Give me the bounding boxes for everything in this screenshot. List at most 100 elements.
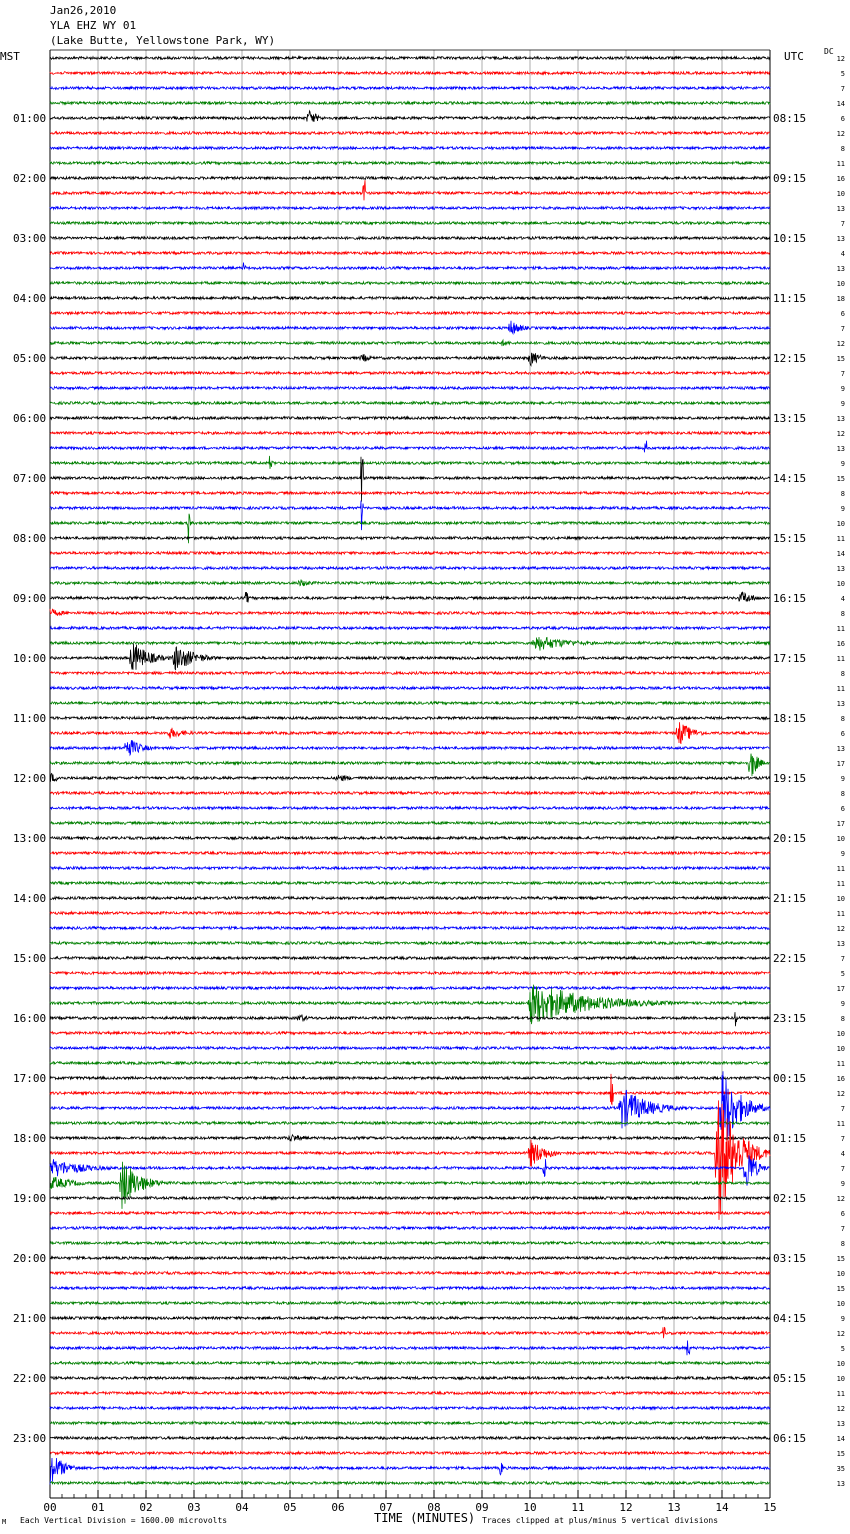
dc-offset-label: 16 <box>837 175 845 183</box>
seismic-trace <box>49 262 771 271</box>
seismic-trace <box>49 1270 771 1276</box>
dc-offset-label: 10 <box>837 1375 845 1383</box>
seismic-trace <box>49 715 771 721</box>
seismic-trace <box>49 925 771 931</box>
dc-offset-label: 8 <box>841 610 845 618</box>
right-hour-label: 05:15 <box>773 1372 806 1385</box>
right-hour-label: 10:15 <box>773 232 806 245</box>
dc-offset-label: 12 <box>837 1330 845 1338</box>
seismic-trace <box>50 1100 771 1220</box>
dc-offset-label: 12 <box>837 925 845 933</box>
left-hour-label: 14:00 <box>13 892 46 905</box>
seismic-trace <box>49 280 771 286</box>
dc-offset-label: 11 <box>837 655 845 663</box>
dc-offset-label: 11 <box>837 1060 845 1068</box>
seismic-trace <box>49 579 771 587</box>
seismic-trace <box>49 722 771 745</box>
seismic-trace <box>49 1073 771 1106</box>
dc-offset-label: 11 <box>837 625 845 633</box>
dc-offset-label: 10 <box>837 190 845 198</box>
seismic-trace <box>49 130 771 136</box>
left-hour-label: 21:00 <box>13 1312 46 1325</box>
dc-offset-label: 15 <box>837 1255 845 1263</box>
dc-offset-label: 5 <box>841 1345 845 1353</box>
seismic-trace <box>49 1300 771 1306</box>
right-hour-label: 00:15 <box>773 1072 806 1085</box>
dc-offset-label: 8 <box>841 715 845 723</box>
left-hour-label: 01:00 <box>13 112 46 125</box>
dc-offset-label: 11 <box>837 535 845 543</box>
dc-offset-label: 16 <box>837 640 845 648</box>
left-hour-label: 16:00 <box>13 1012 46 1025</box>
dc-offset-label: 11 <box>837 160 845 168</box>
x-axis: 00 01 02 03 04 05 06 07 08 09 10 11 12 13 14 15 <box>43 1490 777 1514</box>
seismic-trace <box>49 85 771 91</box>
seismic-trace <box>49 109 771 122</box>
seismic-trace <box>49 310 770 316</box>
dc-offset-label: 12 <box>837 1090 845 1098</box>
dc-offset-label: 15 <box>837 1450 845 1458</box>
hour-labels: 01:00 02:00 03:00 04:00 05:00 06:00 07:00 08:00… <box>13 112 806 1445</box>
seismic-trace <box>49 145 770 151</box>
dc-offset-label: 11 <box>837 880 845 888</box>
dc-offset-label: 11 <box>837 865 845 873</box>
dc-offset-label: 10 <box>837 580 845 588</box>
header-station: YLA EHZ WY 01 <box>50 19 137 32</box>
left-hour-label: 06:00 <box>13 412 46 425</box>
seismic-trace <box>49 1435 771 1441</box>
dc-offset-label: 7 <box>841 1165 845 1173</box>
dc-offset-label: 13 <box>837 265 845 273</box>
seismic-trace <box>49 385 771 391</box>
seismic-trace <box>49 955 771 961</box>
header-date: Jan26,2010 <box>50 4 117 17</box>
seismic-trace <box>49 338 771 347</box>
dc-offset-label: 11 <box>837 910 845 918</box>
seismic-trace <box>49 880 771 886</box>
dc-offset-label: 7 <box>841 220 845 228</box>
dc-offset-label: 12 <box>837 55 845 63</box>
dc-offset-label: 9 <box>841 505 845 513</box>
seismic-trace <box>49 1225 771 1231</box>
seismic-trace <box>49 205 771 211</box>
left-hour-label: 02:00 <box>13 172 46 185</box>
left-hour-label: 17:00 <box>13 1072 46 1085</box>
left-hour-label: 09:00 <box>13 592 46 605</box>
seismic-trace <box>49 175 771 181</box>
dc-offset-label: 14 <box>837 550 845 558</box>
seismic-trace <box>49 685 771 691</box>
x-tick-label: 03 <box>187 1501 200 1514</box>
seismic-trace <box>49 865 771 871</box>
seismic-trace <box>49 820 771 826</box>
right-hour-label: 13:15 <box>773 412 806 425</box>
dc-offset-label: 4 <box>841 250 845 258</box>
dc-offset-label: 10 <box>837 835 845 843</box>
seismic-trace <box>49 1120 771 1126</box>
seismic-trace <box>49 400 771 406</box>
dc-offset-label: 16 <box>837 1075 845 1083</box>
dc-offset-label: 11 <box>837 1120 845 1128</box>
right-hour-label: 12:15 <box>773 352 806 365</box>
seismic-trace <box>49 160 771 166</box>
dc-offset-label: 8 <box>841 145 845 153</box>
dc-offset-labels: 12 5 7 14 6 12 8 11 16 10 13 7 13 4 13 10 18 6 7 12 15 7 9 9 13 1… <box>837 55 845 1488</box>
dc-offset-label: 6 <box>841 115 845 123</box>
dc-offset-label: 10 <box>837 1360 845 1368</box>
dc-offset-label: 6 <box>841 805 845 813</box>
dc-offset-label: 13 <box>837 1420 845 1428</box>
dc-offset-label: 7 <box>841 85 845 93</box>
seismic-trace <box>49 625 771 631</box>
seismic-trace <box>49 910 771 916</box>
seismic-trace <box>49 1210 771 1216</box>
seismic-trace <box>49 430 771 436</box>
left-hour-label: 11:00 <box>13 712 46 725</box>
seismic-trace <box>49 220 771 226</box>
dc-offset-label: 8 <box>841 670 845 678</box>
left-hour-label: 12:00 <box>13 772 46 785</box>
x-tick-label: 02 <box>139 1501 152 1514</box>
seismic-trace <box>49 415 771 421</box>
seismic-trace <box>49 250 771 256</box>
seismic-trace <box>49 455 771 469</box>
dc-offset-label: 10 <box>837 1030 845 1038</box>
dc-offset-label: 8 <box>841 1015 845 1023</box>
seismic-trace <box>49 500 771 531</box>
